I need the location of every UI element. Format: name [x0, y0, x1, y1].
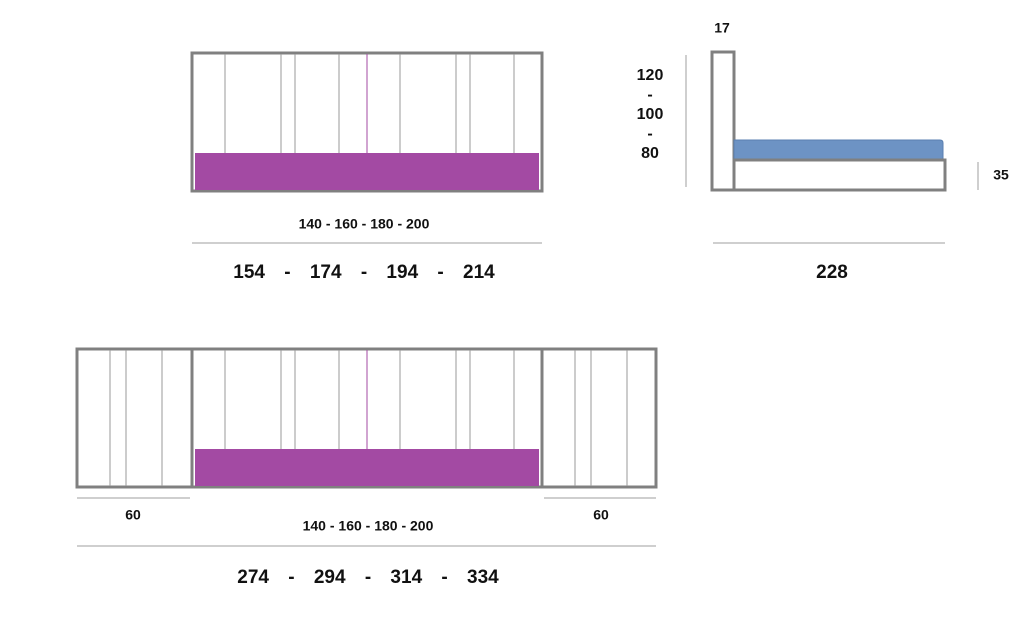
height-label: 120 [637, 67, 664, 84]
length: 228 [816, 262, 848, 283]
height-label: - [647, 87, 652, 104]
panel-lines [574, 350, 628, 486]
outer-width: 154 - 174 - 194 - 214 [233, 262, 495, 283]
top-bed: 140 - 160 - 180 - 200 154 - 174 - 194 - … [190, 51, 544, 283]
bed-with-nightstands: 60 60 140 - 160 - 180 - 200 274 - 294 - … [75, 347, 658, 588]
headboard-thickness: 17 [714, 20, 730, 36]
base-height: 35 [993, 167, 1009, 183]
height-label: 80 [641, 145, 659, 162]
mattress [195, 153, 539, 190]
panel-lines [224, 350, 515, 449]
headboard [710, 50, 736, 192]
right-nightstand [540, 347, 658, 489]
headboard-heights: 120 - 100 - 80 [637, 67, 664, 162]
right-width: 60 [593, 507, 609, 523]
base [732, 158, 947, 192]
panel-lines [224, 54, 515, 153]
inner-width: 140 - 160 - 180 - 200 [303, 518, 434, 534]
left-width: 60 [125, 507, 141, 523]
mattress [733, 139, 944, 161]
outer-width: 274 - 294 - 314 - 334 [237, 567, 499, 588]
inner-width: 140 - 160 - 180 - 200 [299, 216, 430, 232]
height-label: - [647, 126, 652, 143]
mattress [195, 449, 539, 486]
left-nightstand [75, 347, 194, 489]
side-bed: 17 120 - 100 - 80 35 228 [637, 20, 1009, 283]
panel-lines [109, 350, 163, 486]
height-label: 100 [637, 106, 664, 123]
